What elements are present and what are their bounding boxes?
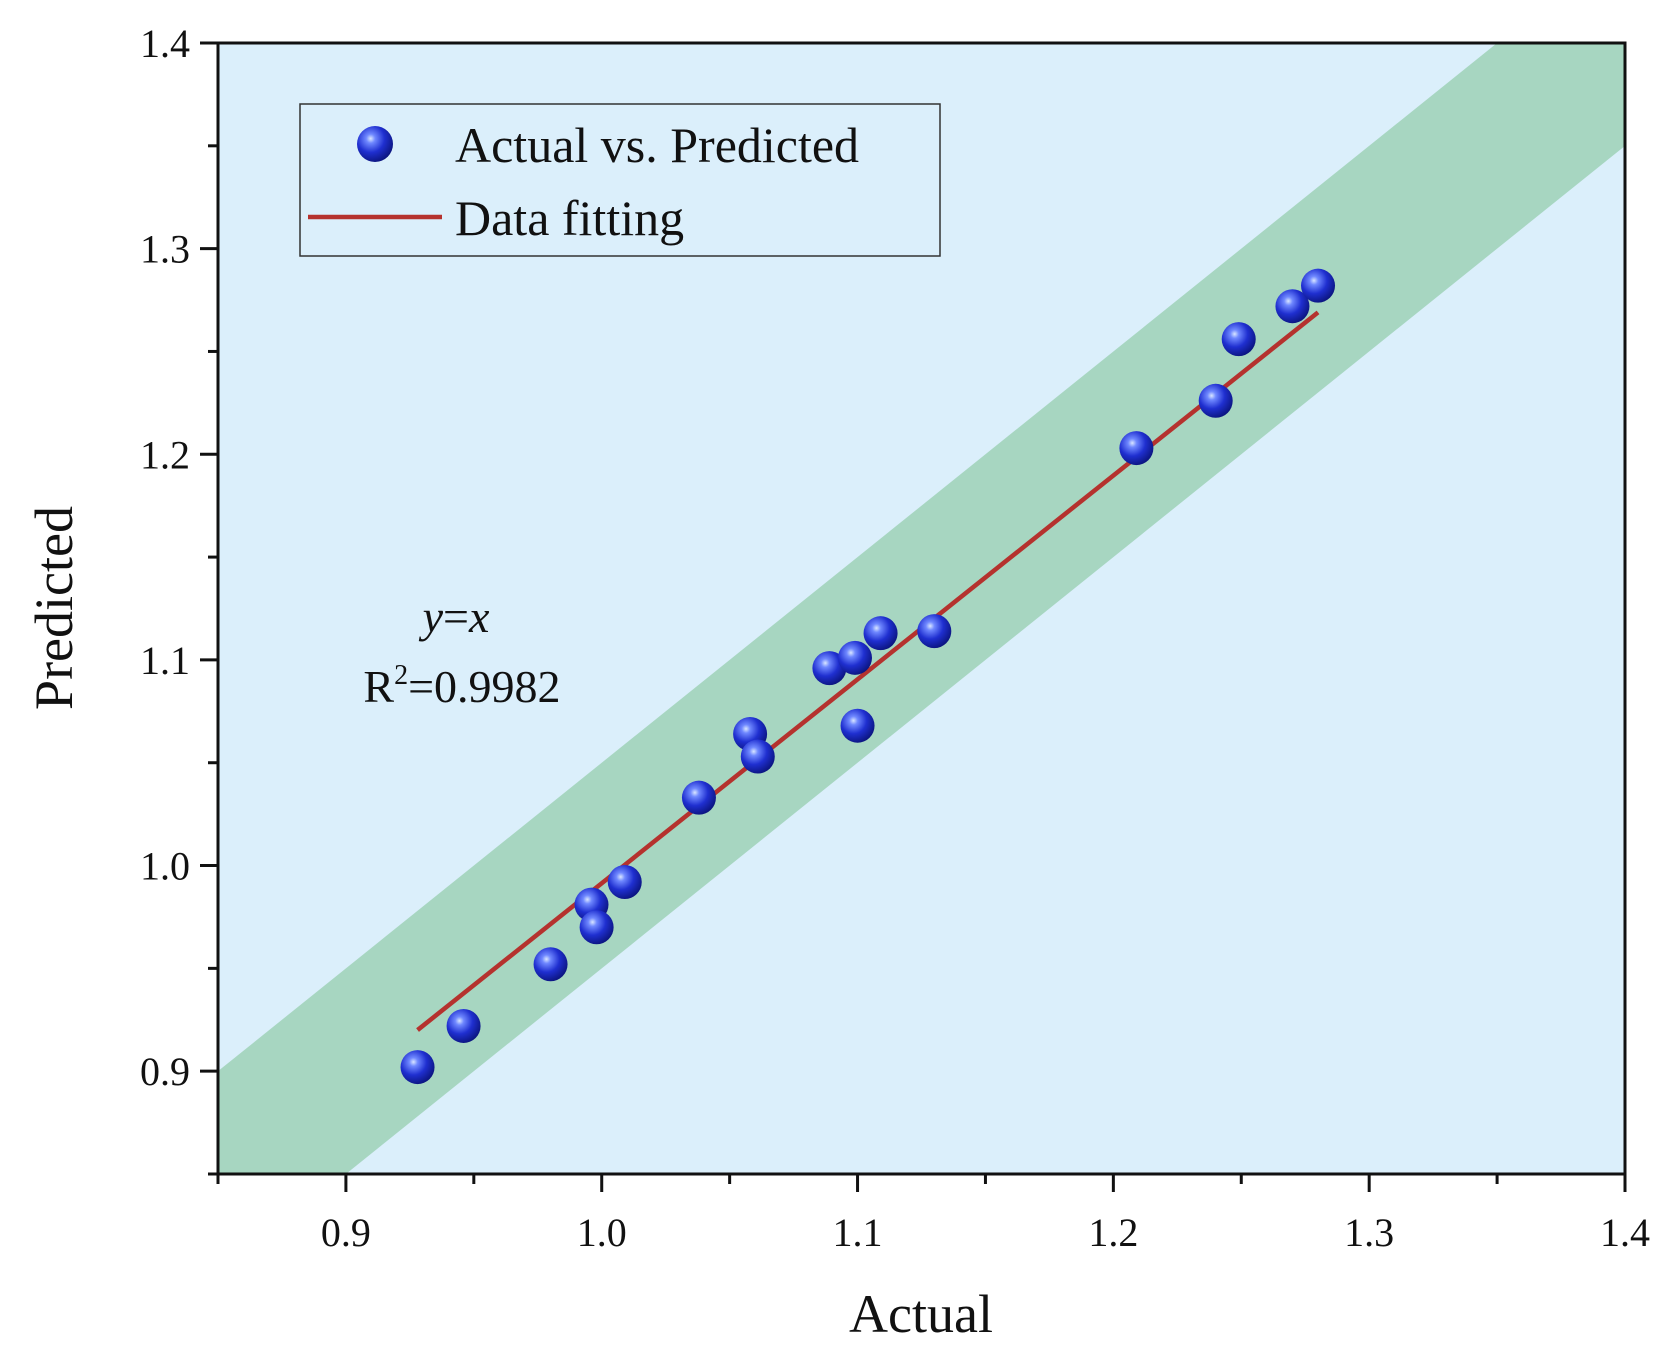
y-tick-label: 1.3 — [140, 227, 190, 272]
r2-annotation: R2=0.9982 — [363, 660, 560, 712]
legend: Actual vs. Predicted Data fitting — [299, 103, 941, 257]
x-tick-label: 1.3 — [1344, 1210, 1394, 1255]
data-point-2 — [446, 1008, 481, 1043]
data-point-1 — [400, 1050, 435, 1085]
data-point-11 — [837, 640, 872, 675]
x-tick-label: 1.1 — [833, 1210, 883, 1255]
y-axis-ticks: 0.9 1.0 1.1 1.2 1.3 1.4 — [140, 21, 218, 1176]
equation-eq: = — [443, 591, 469, 642]
data-point-13 — [863, 616, 898, 651]
legend-label-scatter: Actual vs. Predicted — [455, 117, 859, 173]
y-axis-title: Predicted — [24, 506, 84, 710]
y-tick-label: 1.2 — [140, 432, 190, 477]
y-equals-x-band — [218, 43, 1625, 1174]
x-axis-ticks: 0.9 1.0 1.1 1.2 1.3 1.4 — [216, 1174, 1650, 1255]
equation-x: x — [468, 591, 490, 642]
legend-label-line: Data fitting — [455, 190, 684, 246]
data-point-15 — [1119, 431, 1154, 466]
x-tick-label: 0.9 — [321, 1210, 371, 1255]
data-point-12 — [840, 708, 875, 743]
r2-base: R — [363, 661, 394, 712]
x-tick-label: 1.2 — [1088, 1210, 1138, 1255]
legend-marker-scatter — [357, 126, 393, 162]
y-tick-label: 0.9 — [140, 1049, 190, 1094]
equation-annotation: y=x — [419, 591, 490, 642]
x-axis-title: Actual — [849, 1284, 993, 1344]
y-tick-label: 1.4 — [140, 21, 190, 66]
data-point-18 — [1275, 289, 1310, 324]
scatter-points — [400, 268, 1336, 1085]
data-point-9 — [740, 739, 775, 774]
data-point-3 — [533, 947, 568, 982]
data-point-19 — [1301, 268, 1336, 303]
r2-value: =0.9982 — [408, 661, 560, 712]
y-tick-label: 1.1 — [140, 638, 190, 683]
data-point-17 — [1221, 322, 1256, 357]
data-point-16 — [1198, 383, 1233, 418]
x-tick-label: 1.4 — [1600, 1210, 1650, 1255]
equation-y: y — [419, 591, 444, 642]
data-point-10 — [812, 651, 847, 686]
r2-superscript: 2 — [394, 660, 408, 691]
data-point-14 — [917, 614, 952, 649]
axes-frame — [216, 41, 1627, 1176]
data-point-5 — [579, 910, 614, 945]
data-point-7 — [681, 780, 716, 815]
data-fitting-line — [416, 310, 1320, 1032]
legend-box — [299, 103, 941, 257]
x-tick-label: 1.0 — [577, 1210, 627, 1255]
data-point-6 — [607, 864, 642, 899]
y-tick-label: 1.0 — [140, 844, 190, 889]
